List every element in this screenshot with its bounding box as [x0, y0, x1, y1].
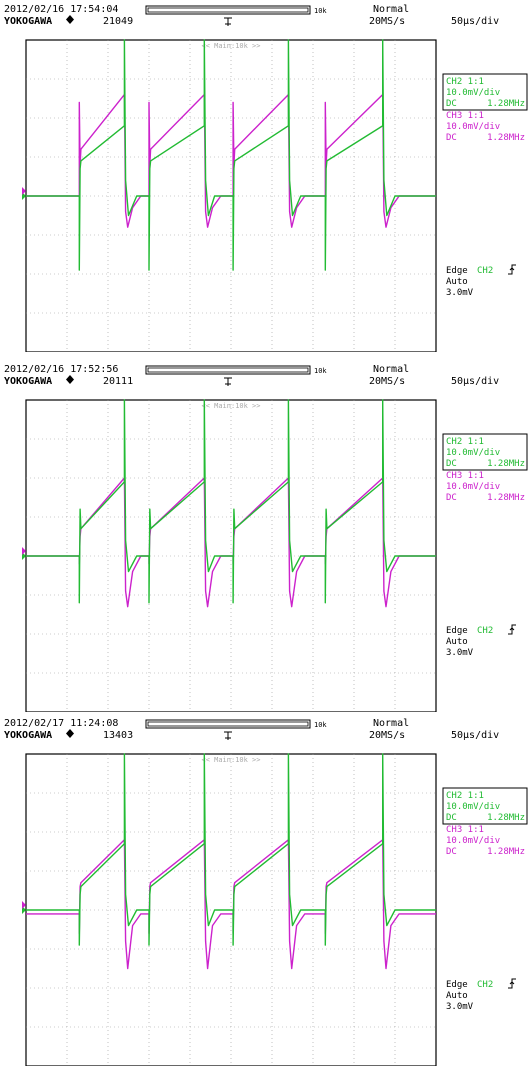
timebase: 50µs/div — [451, 16, 499, 27]
ch3-coupling: DC — [446, 493, 457, 503]
ch3-scale: 10.0mV/div — [446, 836, 500, 846]
ch3-bandwidth: 1.28MHz — [487, 847, 525, 857]
record-length: 10k — [314, 7, 327, 15]
trigger-source: CH2 — [477, 266, 493, 276]
ch2-coupling: DC — [446, 99, 457, 109]
ch2-label: CH2 1:1 — [446, 791, 484, 801]
trigger-auto-mode: Auto — [446, 991, 468, 1001]
sample-rate: 20MS/s — [369, 730, 405, 741]
ch2-scale: 10.0mV/div — [446, 802, 500, 812]
ch2-coupling: DC — [446, 459, 457, 469]
ch3-ground-marker — [22, 187, 26, 195]
rising-edge-icon — [508, 978, 516, 989]
record-length: 10k — [314, 367, 327, 375]
trigger-position-icon — [224, 731, 232, 740]
scope-panel-2: 2012/02/16 17:52:56 YOKOGAWA 20111 10k Norma… — [0, 362, 528, 712]
ch3-label: CH3 1:1 — [446, 471, 484, 481]
sample-rate: 20MS/s — [369, 376, 405, 387]
ch3-waveform — [26, 477, 436, 608]
ch2-scale: 10.0mV/div — [446, 88, 500, 98]
ch2-label: CH2 1:1 — [446, 437, 484, 447]
acquisition-counter: 20111 — [103, 376, 133, 387]
scope-panel-3: 2012/02/17 11:24:08 YOKOGAWA 13403 10k Norma… — [0, 716, 528, 1066]
main-zoom-label: << Main:10k >> — [201, 42, 260, 50]
diamond-icon — [66, 15, 74, 24]
record-bar — [145, 365, 311, 375]
ch3-coupling: DC — [446, 847, 457, 857]
record-bar-window — [147, 367, 309, 373]
trigger-auto-mode: Auto — [446, 637, 468, 647]
ch3-scale: 10.0mV/div — [446, 122, 500, 132]
trigger-level: 3.0mV — [446, 648, 474, 658]
sample-rate: 20MS/s — [369, 16, 405, 27]
trigger-source: CH2 — [477, 626, 493, 636]
ch3-label: CH3 1:1 — [446, 825, 484, 835]
ch2-info-box — [442, 787, 528, 825]
diamond-icon — [66, 375, 74, 384]
trigger-source: CH2 — [477, 980, 493, 990]
record-length: 10k — [314, 721, 327, 729]
trigger-position-icon — [224, 377, 232, 386]
trigger-level: 3.0mV — [446, 288, 474, 298]
main-zoom-label: << Main:10k >> — [201, 756, 260, 764]
trigger-type: Edge — [446, 626, 468, 636]
ch3-ground-marker — [22, 901, 26, 909]
trigger-position-icon — [224, 17, 232, 26]
datetime: 2012/02/16 17:54:04 — [4, 4, 118, 15]
main-zoom-label: << Main:10k >> — [201, 402, 260, 410]
trigger-mode: Normal — [373, 4, 409, 15]
record-bar — [145, 5, 311, 15]
trigger-type: Edge — [446, 266, 468, 276]
ch2-coupling: DC — [446, 813, 457, 823]
brand-logo: YOKOGAWA — [4, 16, 52, 27]
trigger-auto-mode: Auto — [446, 277, 468, 287]
record-bar-window — [147, 7, 309, 13]
datetime: 2012/02/16 17:52:56 — [4, 364, 118, 375]
timebase: 50µs/div — [451, 730, 499, 741]
ch2-info-box — [442, 73, 528, 111]
trigger-mode: Normal — [373, 718, 409, 729]
ch2-bandwidth: 1.28MHz — [487, 459, 525, 469]
brand-logo: YOKOGAWA — [4, 730, 52, 741]
datetime: 2012/02/17 11:24:08 — [4, 718, 118, 729]
ch2-bandwidth: 1.28MHz — [487, 813, 525, 823]
ch2-waveform — [26, 753, 436, 946]
rising-edge-icon — [508, 624, 516, 635]
acquisition-counter: 13403 — [103, 730, 133, 741]
timebase: 50µs/div — [451, 376, 499, 387]
ch3-label: CH3 1:1 — [446, 111, 484, 121]
scope-panel-1: 2012/02/16 17:54:04 YOKOGAWA 21049 10k Norma… — [0, 2, 528, 352]
brand-logo: YOKOGAWA — [4, 376, 52, 387]
ch3-scale: 10.0mV/div — [446, 482, 500, 492]
diamond-icon — [66, 729, 74, 738]
ch3-waveform — [26, 839, 436, 970]
ch3-bandwidth: 1.28MHz — [487, 493, 525, 503]
record-bar — [145, 719, 311, 729]
ch3-coupling: DC — [446, 133, 457, 143]
ch3-ground-marker — [22, 547, 26, 555]
ch2-scale: 10.0mV/div — [446, 448, 500, 458]
graticule — [26, 754, 436, 1066]
acquisition-counter: 21049 — [103, 16, 133, 27]
ch2-bandwidth: 1.28MHz — [487, 99, 525, 109]
record-bar-window — [147, 721, 309, 727]
trigger-type: Edge — [446, 980, 468, 990]
trigger-level: 3.0mV — [446, 1002, 474, 1012]
ch2-info-box — [442, 433, 528, 471]
ch3-bandwidth: 1.28MHz — [487, 133, 525, 143]
ch2-label: CH2 1:1 — [446, 77, 484, 87]
ch2-waveform — [26, 399, 436, 604]
ch2-waveform — [26, 39, 436, 271]
trigger-mode: Normal — [373, 364, 409, 375]
rising-edge-icon — [508, 264, 516, 275]
